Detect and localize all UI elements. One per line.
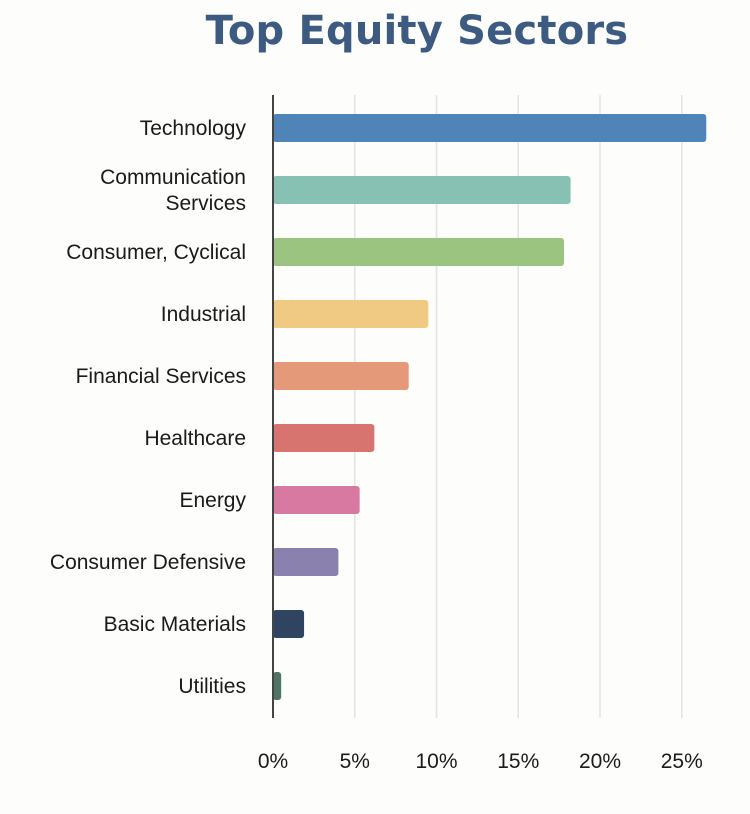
x-tick-label: 15%	[497, 750, 539, 773]
bar	[273, 114, 707, 142]
x-tick-label: 25%	[661, 750, 703, 773]
x-tick-label: 0%	[258, 750, 288, 773]
category-label: Consumer Defensive	[50, 551, 246, 574]
bar	[273, 362, 409, 390]
bar	[273, 672, 282, 700]
x-tick-label: 10%	[415, 750, 457, 773]
bar	[273, 176, 571, 204]
category-label: Utilities	[178, 675, 246, 698]
x-tick-label: 20%	[579, 750, 621, 773]
category-label: Industrial	[161, 303, 246, 326]
bar	[273, 424, 375, 452]
category-label: Basic Materials	[104, 613, 246, 636]
category-label: Energy	[179, 489, 246, 512]
bar	[273, 548, 339, 576]
bar	[273, 486, 360, 514]
bar	[273, 610, 305, 638]
bar	[273, 300, 429, 328]
chart-title: Top Equity Sectors	[205, 8, 629, 54]
category-label: Services	[165, 192, 246, 215]
bar	[273, 238, 565, 266]
x-tick-label: 5%	[340, 750, 370, 773]
category-label: Consumer, Cyclical	[66, 241, 246, 264]
category-label: Communication	[100, 166, 246, 189]
category-label: Technology	[140, 117, 247, 140]
category-label: Financial Services	[76, 365, 246, 388]
category-label: Healthcare	[144, 427, 246, 450]
